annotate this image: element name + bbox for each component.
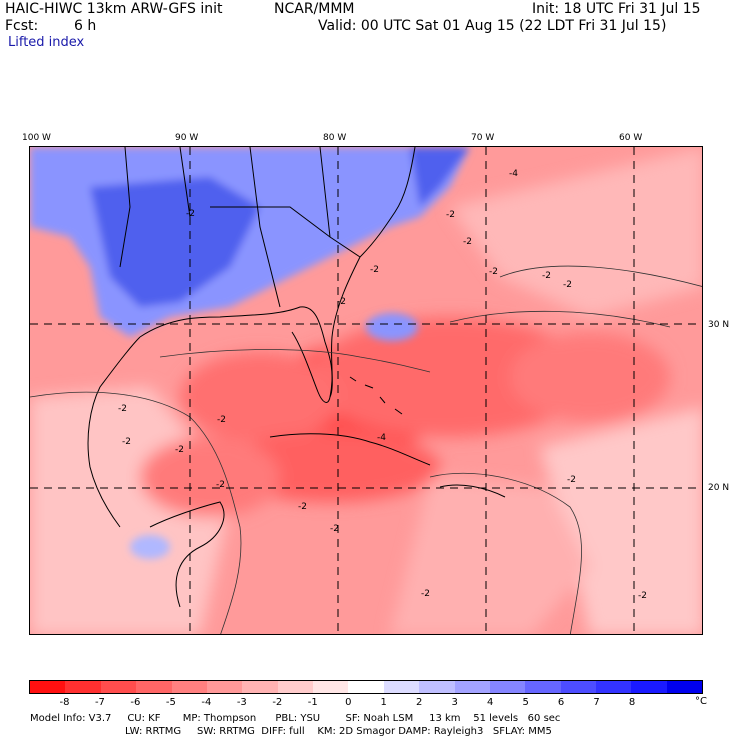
colorbar-swatch	[596, 681, 632, 693]
colorbar-tick-label: -3	[236, 697, 247, 708]
colorbar-tick-label: -2	[272, 697, 283, 708]
contour-label: -2	[370, 265, 379, 275]
colorbar-tick-label: 8	[628, 697, 636, 708]
colorbar-swatch	[348, 681, 384, 693]
colorbar-tick-label: 0	[345, 697, 352, 708]
colorbar-tick-label: -8	[59, 697, 70, 708]
colorbar-tick-label: -7	[94, 697, 105, 708]
colorbar-swatch	[136, 681, 172, 693]
field-shading	[30, 147, 702, 634]
contour-label: -2	[337, 297, 346, 307]
colorbar-swatch	[313, 681, 349, 693]
physics-info: LW: RRTMG SW: RRTMG DIFF: full KM: 2D Sm…	[125, 726, 552, 737]
colorbar-swatch	[489, 681, 526, 693]
colorbar-swatch	[454, 681, 490, 693]
contour-label: -2	[563, 280, 572, 290]
map-canvas	[30, 147, 702, 634]
lon-label: 90 W	[175, 133, 199, 143]
colorbar-swatch	[206, 681, 243, 693]
colorbar-swatch	[666, 681, 703, 693]
graticule	[30, 147, 702, 634]
forecast-hour: 6 h	[74, 18, 97, 34]
contour-label: -2	[567, 475, 576, 485]
colorbar-swatch	[525, 681, 561, 693]
contour-label: -2	[421, 589, 430, 599]
contour-label: -2	[489, 267, 498, 277]
forecast-label: Fcst:	[5, 18, 39, 34]
contour-label: -2	[463, 237, 472, 247]
lat-label: 20 N	[708, 483, 730, 493]
colorbar-tick-label: -1	[307, 697, 318, 708]
colorbar-swatch	[277, 681, 313, 693]
colorbar-tick-label: 4	[486, 697, 494, 708]
colorbar-swatch	[631, 681, 667, 693]
center-label: NCAR/MMM	[274, 1, 355, 17]
colorbar-tick-label: 5	[522, 697, 529, 708]
field-name: Lifted index	[8, 35, 85, 50]
colorbar-tick-label: 2	[416, 697, 423, 708]
colorbar-tick-label: -4	[201, 697, 212, 708]
colorbar-swatch	[383, 681, 420, 693]
colorbar-swatch	[30, 681, 66, 693]
contours	[30, 265, 702, 634]
coastlines	[87, 147, 506, 608]
colorbar-swatch	[171, 681, 207, 693]
init-time: Init: 18 UTC Fri 31 Jul 15	[532, 1, 701, 17]
contour-label: -2	[330, 524, 339, 534]
contour-label: -2	[118, 404, 127, 414]
stable-region	[30, 147, 470, 559]
lon-label: 80 W	[323, 133, 347, 143]
colorbar-swatch	[419, 681, 455, 693]
contour-label: -2	[186, 209, 195, 219]
colorbar-tick-label: -5	[165, 697, 176, 708]
valid-time: Valid: 00 UTC Sat 01 Aug 15 (22 LDT Fri …	[318, 18, 667, 34]
contour-label: -2	[122, 437, 131, 447]
contour-label: -4	[377, 433, 386, 443]
lon-label: 70 W	[471, 133, 495, 143]
colorbar	[29, 680, 703, 694]
contour-label: -4	[509, 169, 518, 179]
colorbar-swatch	[560, 681, 596, 693]
colorbar-swatch	[242, 681, 278, 693]
contour-label: -2	[638, 591, 647, 601]
colorbar-unit: °C	[695, 696, 707, 707]
colorbar-tick-label: 6	[557, 697, 565, 708]
colorbar-tick-label: 7	[593, 697, 600, 708]
colorbar-tick-label: 3	[451, 697, 458, 708]
contour-label: -2	[175, 445, 184, 455]
lat-label: 30 N	[708, 320, 730, 330]
model-info: Model Info: V3.7 CU: KF MP: Thompson PBL…	[30, 713, 561, 724]
contour-label: -2	[446, 210, 455, 220]
colorbar-tick-label: -6	[130, 697, 141, 708]
model-title: HAIC-HIWC 13km ARW-GFS init	[5, 1, 223, 17]
colorbar-swatch	[65, 681, 101, 693]
contour-label: -2	[298, 502, 307, 512]
colorbar-tick-label: 1	[380, 697, 387, 708]
contour-label: -2	[216, 480, 225, 490]
colorbar-swatch	[100, 681, 137, 693]
contour-label: -2	[542, 271, 551, 281]
lifted-index-map: -4 -2 -2 -2 -2 -2 -2 -2 -2 -2 -2 -4 -2 -…	[29, 146, 703, 635]
lon-label: 100 W	[22, 133, 51, 143]
lon-label: 60 W	[619, 133, 643, 143]
contour-label: -2	[217, 415, 226, 425]
